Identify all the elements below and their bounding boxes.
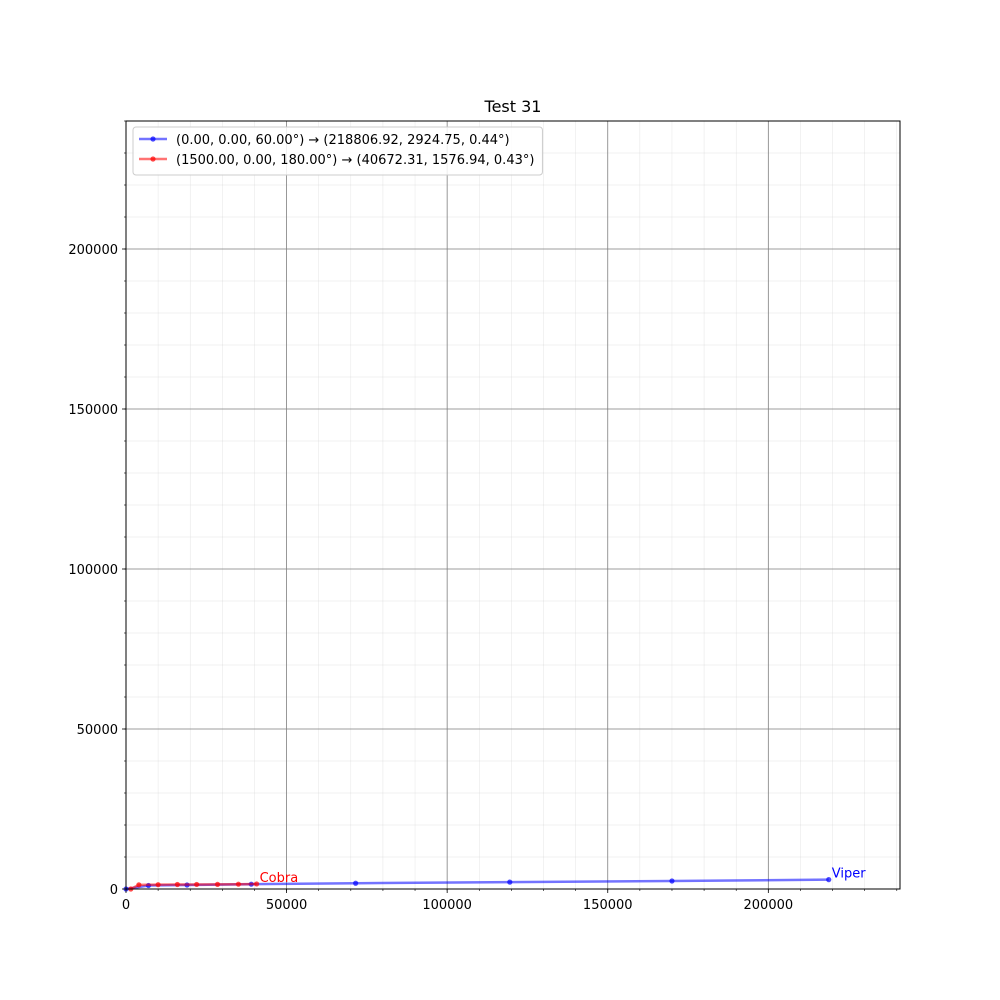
data-point (507, 879, 513, 885)
data-point (155, 882, 161, 888)
legend-item: (0.00, 0.00, 60.00°) → (218806.92, 2924.… (139, 133, 510, 148)
chart-title: Test 31 (484, 97, 542, 116)
legend-box (132, 126, 543, 176)
x-tick-label: 200000 (744, 898, 794, 913)
y-tick-label: 50000 (77, 723, 118, 738)
data-point (136, 882, 142, 888)
x-tick-label: 100000 (422, 898, 472, 913)
series-end-label: Viper (832, 867, 866, 882)
data-point (174, 881, 180, 888)
x-tick-label: 0 (122, 898, 130, 913)
data-point (214, 881, 221, 887)
series-end-label: Cobra (260, 871, 299, 886)
data-point (194, 881, 200, 888)
y-tick-label: 200000 (68, 243, 118, 258)
y-tick-label: 150000 (68, 403, 118, 418)
y-tick-label: 0 (110, 883, 118, 898)
data-point (254, 881, 260, 887)
legend-label: (1500.00, 0.00, 180.00°) → (40672.31, 15… (176, 153, 534, 168)
data-point (235, 881, 242, 887)
series-2: Cobra (128, 871, 298, 892)
legend-swatch-marker (150, 136, 156, 142)
minor-grid (125, 120, 900, 890)
data-point (669, 878, 675, 884)
series-layer: Viper Cobra (123, 867, 866, 892)
y-axis: 0 50000 100000 150000 200000 (68, 120, 126, 898)
legend-swatch-marker (150, 156, 156, 162)
data-point (826, 877, 832, 883)
x-tick-label: 150000 (583, 898, 633, 913)
series-line (130, 882, 257, 891)
legend-item: (1500.00, 0.00, 180.00°) → (40672.31, 15… (139, 153, 534, 168)
y-tick-label: 100000 (68, 563, 118, 578)
x-tick-label: 50000 (266, 898, 307, 913)
legend: (0.00, 0.00, 60.00°) → (218806.92, 2924.… (132, 126, 543, 176)
series-1: Viper (123, 867, 866, 892)
data-point (353, 880, 359, 886)
x-axis: 0 50000 100000 150000 200000 (122, 889, 898, 913)
legend-label: (0.00, 0.00, 60.00°) → (218806.92, 2924.… (176, 133, 510, 148)
